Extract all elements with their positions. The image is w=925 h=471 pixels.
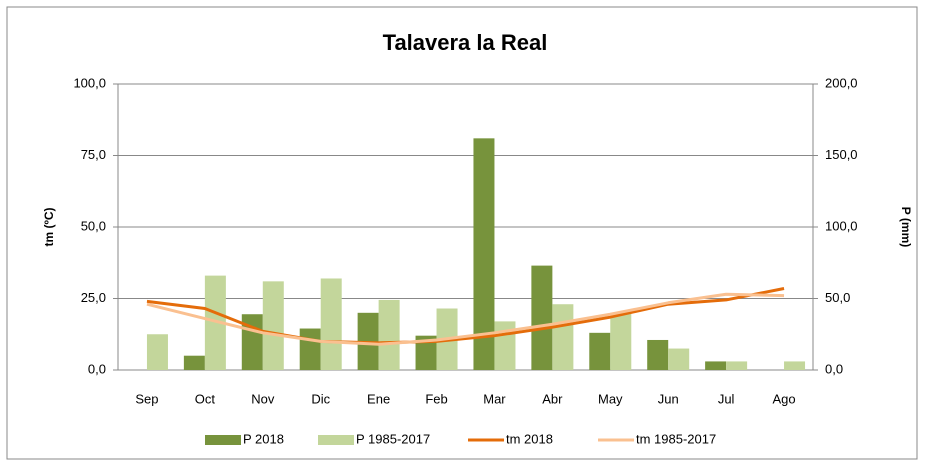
y-tick-label: 75,0 [81, 147, 106, 162]
legend-swatch [205, 435, 241, 445]
y-tick-label: 50,0 [81, 218, 106, 233]
legend-label: tm 2018 [506, 431, 553, 446]
x-tick-label: Feb [425, 391, 447, 406]
bar [647, 339, 669, 370]
bar [299, 328, 321, 370]
legend-label: P 1985-2017 [356, 431, 430, 446]
bar [378, 299, 400, 370]
x-tick-label: Ene [367, 391, 390, 406]
bar [204, 275, 226, 370]
bar [726, 361, 748, 370]
bar [589, 332, 611, 370]
bar [146, 334, 168, 370]
x-tick-label: Oct [195, 391, 216, 406]
x-tick-label: Abr [542, 391, 563, 406]
bar [531, 265, 553, 370]
x-tick-label: Nov [251, 391, 275, 406]
line [146, 287, 785, 345]
bar [784, 361, 806, 370]
bar [320, 278, 342, 370]
y2-tick-label: 0,0 [825, 361, 843, 376]
x-tick-label: Sep [135, 391, 158, 406]
bar [262, 281, 284, 370]
bar [183, 355, 205, 370]
x-tick-label: Dic [311, 391, 330, 406]
chart-title: Talavera la Real [383, 30, 548, 55]
chart-border [6, 6, 918, 460]
x-tick-label: Ago [772, 391, 795, 406]
y2-tick-label: 100,0 [825, 218, 858, 233]
x-tick-label: Mar [483, 391, 506, 406]
y2-axis-label: P (mm) [899, 207, 913, 247]
y-tick-label: 25,0 [81, 290, 106, 305]
y2-tick-label: 200,0 [825, 75, 858, 90]
y2-tick-label: 150,0 [825, 147, 858, 162]
x-tick-label: Jun [658, 391, 679, 406]
y-tick-label: 100,0 [73, 75, 106, 90]
bar [610, 312, 632, 370]
legend-label: tm 1985-2017 [636, 431, 716, 446]
bar [473, 138, 495, 370]
bar [415, 335, 437, 370]
line [146, 292, 785, 346]
legend-label: P 2018 [243, 431, 284, 446]
bar [241, 314, 263, 370]
y2-tick-label: 50,0 [825, 290, 850, 305]
bar [668, 348, 690, 370]
y-tick-label: 0,0 [88, 361, 106, 376]
legend-swatch [318, 435, 354, 445]
y-axis-label: tm (ºC) [42, 207, 56, 246]
bar [552, 304, 574, 370]
bar [705, 361, 727, 370]
x-tick-label: May [598, 391, 623, 406]
x-tick-label: Jul [718, 391, 735, 406]
